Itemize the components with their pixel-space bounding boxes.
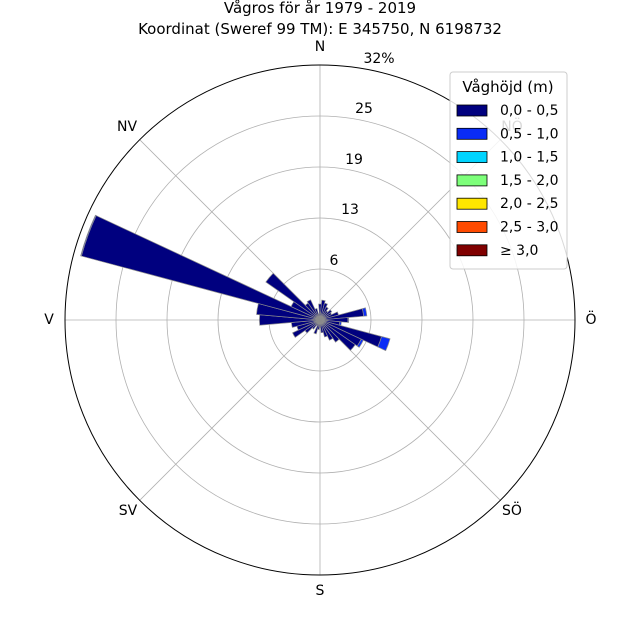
legend-label: ≥ 3,0: [500, 243, 538, 259]
legend: Våghöjd (m) 0,0 - 0,5 0,5 - 1,0 1,0 - 1,5 1…: [449, 71, 568, 270]
legend-swatch: [456, 197, 488, 210]
rose-sectors: [80, 214, 391, 352]
sector-50-bin-1: [319, 309, 333, 321]
sector-330-bin-1: [306, 299, 321, 321]
legend-label: 1,5 - 2,0: [500, 173, 558, 189]
radial-tick-labels: 6 13 19 25 32%: [330, 51, 395, 269]
direction-label: SV: [119, 503, 138, 519]
direction-label: SÖ: [502, 501, 522, 519]
radial-tick-label: 25: [355, 101, 373, 117]
legend-swatch: [456, 221, 488, 233]
legend-label: 2,0 - 2,5: [500, 196, 558, 212]
sector-80-bin-2: [361, 307, 368, 317]
legend-label: 0,0 - 0,5: [500, 103, 558, 119]
sector-290-bin-1: [80, 215, 321, 321]
sector-90-bin-2: [347, 317, 350, 323]
sector-140-bin-1: [319, 319, 340, 343]
sector-110-bin-2: [377, 336, 391, 352]
sector-160-bin-1: [319, 319, 328, 338]
direction-label: V: [44, 312, 54, 328]
legend-swatch: [456, 174, 488, 187]
direction-label: NV: [117, 119, 137, 135]
sector-120-bin-2: [356, 338, 364, 348]
polar-frame: [64, 64, 576, 576]
legend-label: 2,5 - 3,0: [500, 220, 558, 236]
legend-swatch: [456, 151, 488, 164]
chart-subtitle: Koordinat (Sweref 99 TM): E 345750, N 61…: [138, 20, 502, 38]
direction-label: N: [315, 39, 325, 55]
legend-swatch: [456, 104, 488, 117]
grid-spoke-225: [139, 319, 321, 501]
legend-box: [449, 71, 568, 270]
radial-tick-label: 13: [341, 202, 359, 218]
radial-tick-label: 6: [330, 253, 339, 269]
sector-150-bin-1: [319, 319, 334, 341]
sector-350-bin-1: [317, 313, 321, 321]
legend-label: 1,0 - 1,5: [500, 150, 558, 166]
legend-title: Våghöjd (m): [462, 78, 553, 96]
legend-swatch: [456, 244, 488, 257]
sector-130-bin-1: [319, 319, 356, 351]
radial-tick-label: 19: [345, 152, 363, 168]
sector-170-bin-1: [319, 319, 324, 334]
sector-340-bin-1: [314, 308, 321, 321]
chart-title: Vågros för år 1979 - 2019: [224, 0, 416, 17]
sector-290-bin-2: [80, 214, 97, 257]
sector-240-bin-1: [292, 319, 321, 338]
sector-310-bin-1: [265, 272, 321, 321]
legend-swatch: [456, 127, 488, 140]
legend-label: 0,5 - 1,0: [500, 126, 558, 142]
direction-label: S: [316, 583, 325, 599]
direction-label: Ö: [585, 310, 596, 328]
radial-tick-label: 32%: [363, 51, 394, 67]
